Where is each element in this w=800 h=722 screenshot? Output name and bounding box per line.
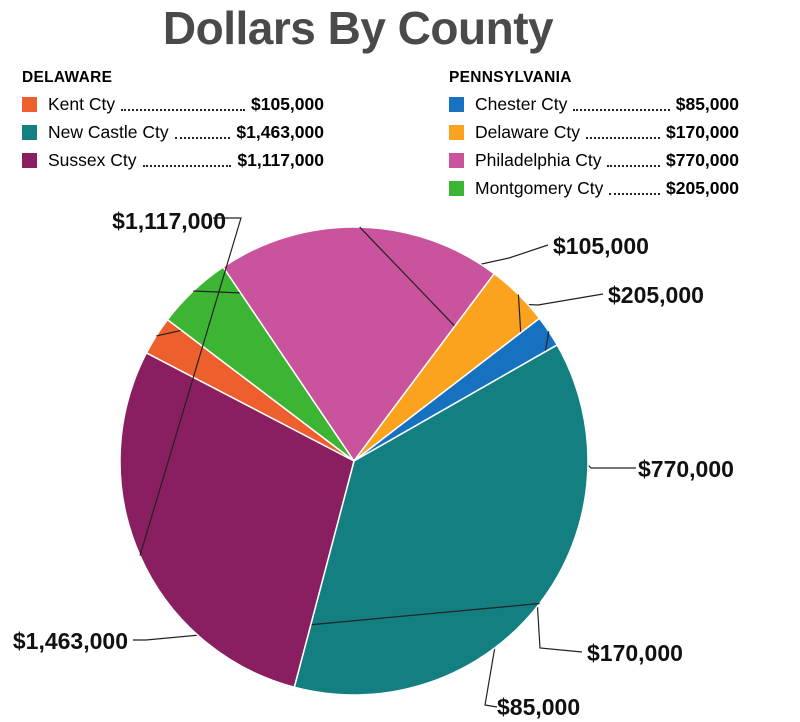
- legend-item-montgomery: Montgomery Cty $205,000: [449, 174, 739, 202]
- legend-value-montgomery: $205,000: [666, 177, 739, 198]
- legend-item-sussex: Sussex Cty $1,117,000: [22, 146, 324, 174]
- legend-value-kent: $105,000: [251, 93, 324, 114]
- legend-label-delaware-cty: Delaware Cty: [475, 121, 581, 142]
- legend-label-kent: Kent Cty: [48, 93, 116, 114]
- legend-pennsylvania: PENNSYLVANIA Chester Cty $85,000 Delawar…: [449, 66, 739, 202]
- leader-line: [133, 602, 540, 641]
- legend-item-chester: Chester Cty $85,000: [449, 90, 739, 118]
- legend-swatch-sussex: [22, 152, 37, 168]
- legend-label-new-castle: New Castle Cty: [48, 121, 169, 142]
- legend-item-delaware-cty: Delaware Cty $170,000: [449, 118, 739, 146]
- legend-leader-dots: [586, 136, 660, 139]
- legend-item-new-castle: New Castle Cty $1,463,000: [22, 118, 324, 146]
- leader-line: [359, 226, 636, 469]
- legend-swatch-chester: [449, 96, 464, 112]
- legend-value-philadelphia: $770,000: [666, 149, 739, 170]
- legend-value-delaware-cty: $170,000: [666, 121, 739, 142]
- legend-label-sussex: Sussex Cty: [48, 149, 137, 170]
- legend-delaware: DELAWARE Kent Cty $105,000 New Castle Ct…: [22, 66, 324, 174]
- legend-label-chester: Chester Cty: [475, 93, 568, 114]
- chart-title: Dollars By County: [162, 2, 554, 54]
- legend-value-sussex: $1,117,000: [237, 149, 324, 170]
- legend-swatch-philadelphia: [449, 152, 464, 168]
- slice-label-montgomery-cty: $205,000: [608, 282, 704, 308]
- slice-label-delaware-cty: $170,000: [587, 640, 683, 666]
- legend-swatch-kent: [22, 96, 37, 112]
- legend-leader-dots: [607, 164, 660, 167]
- legend-leader-dots: [573, 108, 670, 111]
- legend-swatch-delaware-cty: [449, 124, 464, 140]
- legend-heading-pennsylvania: PENNSYLVANIA: [449, 69, 572, 86]
- legend-leader-dots: [609, 192, 660, 195]
- slice-label-new-castle-cty: $1,463,000: [13, 628, 128, 654]
- slice-label-philadelphia-cty: $770,000: [638, 456, 734, 482]
- legend-leader-dots: [174, 136, 231, 139]
- legend-label-philadelphia: Philadelphia Cty: [475, 149, 602, 170]
- slice-label-chester-cty: $85,000: [497, 694, 580, 720]
- legend-label-montgomery: Montgomery Cty: [475, 177, 604, 198]
- legend-leader-dots: [121, 108, 245, 111]
- legend-value-chester: $85,000: [675, 93, 739, 114]
- legend-value-new-castle: $1,463,000: [236, 121, 324, 142]
- legend-item-kent: Kent Cty $105,000: [22, 90, 324, 118]
- leader-line: [139, 217, 242, 556]
- legend-swatch-new-castle: [22, 124, 37, 140]
- legend-heading-delaware: DELAWARE: [22, 69, 113, 86]
- slice-label-kent-cty: $105,000: [553, 233, 649, 259]
- legend-leader-dots: [142, 164, 232, 167]
- slice-label-sussex-cty: $1,117,000: [112, 208, 226, 234]
- legend-swatch-montgomery: [449, 180, 464, 196]
- legend-item-philadelphia: Philadelphia Cty $770,000: [449, 146, 739, 174]
